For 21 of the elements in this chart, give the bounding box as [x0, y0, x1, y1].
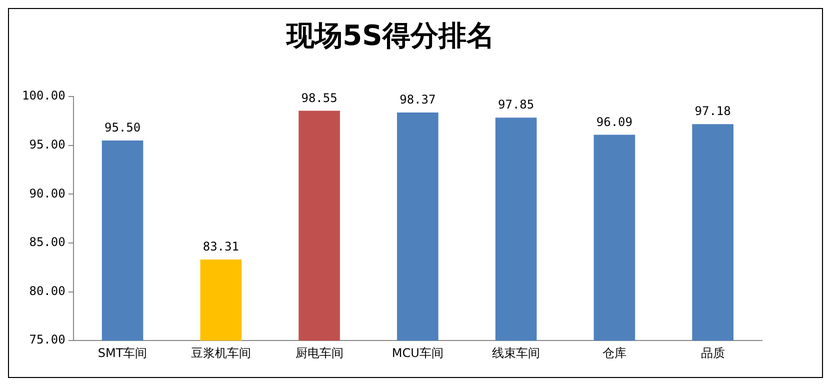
y-tick-label: 80.00 — [29, 284, 66, 298]
x-tick-label: 仓库 — [602, 346, 626, 360]
data-label: 83.31 — [202, 240, 239, 254]
x-tick-label: 品质 — [700, 346, 725, 360]
x-tick-label: 豆浆机车间 — [190, 346, 251, 360]
x-tick-label: 线束车间 — [492, 346, 540, 360]
data-label: 96.09 — [596, 114, 632, 129]
y-tick-label: 100.00 — [22, 88, 66, 103]
data-label: 97.85 — [498, 98, 534, 112]
x-tick-label: 厨电车间 — [295, 346, 344, 360]
data-label: 95.50 — [104, 120, 141, 135]
data-label: 97.18 — [694, 104, 731, 118]
y-tick-label: 90.00 — [29, 186, 66, 200]
x-tick-label: MCU车间 — [392, 346, 444, 360]
x-tick-label: SMT车间 — [98, 346, 148, 360]
data-label: 98.37 — [400, 92, 436, 107]
data-label: 98.55 — [301, 90, 338, 105]
chart-title: 现场5S得分排名 — [286, 19, 494, 52]
y-tick-label: 85.00 — [29, 235, 66, 250]
y-tick-label: 95.00 — [29, 138, 66, 152]
y-tick-label: 75.00 — [29, 332, 66, 347]
